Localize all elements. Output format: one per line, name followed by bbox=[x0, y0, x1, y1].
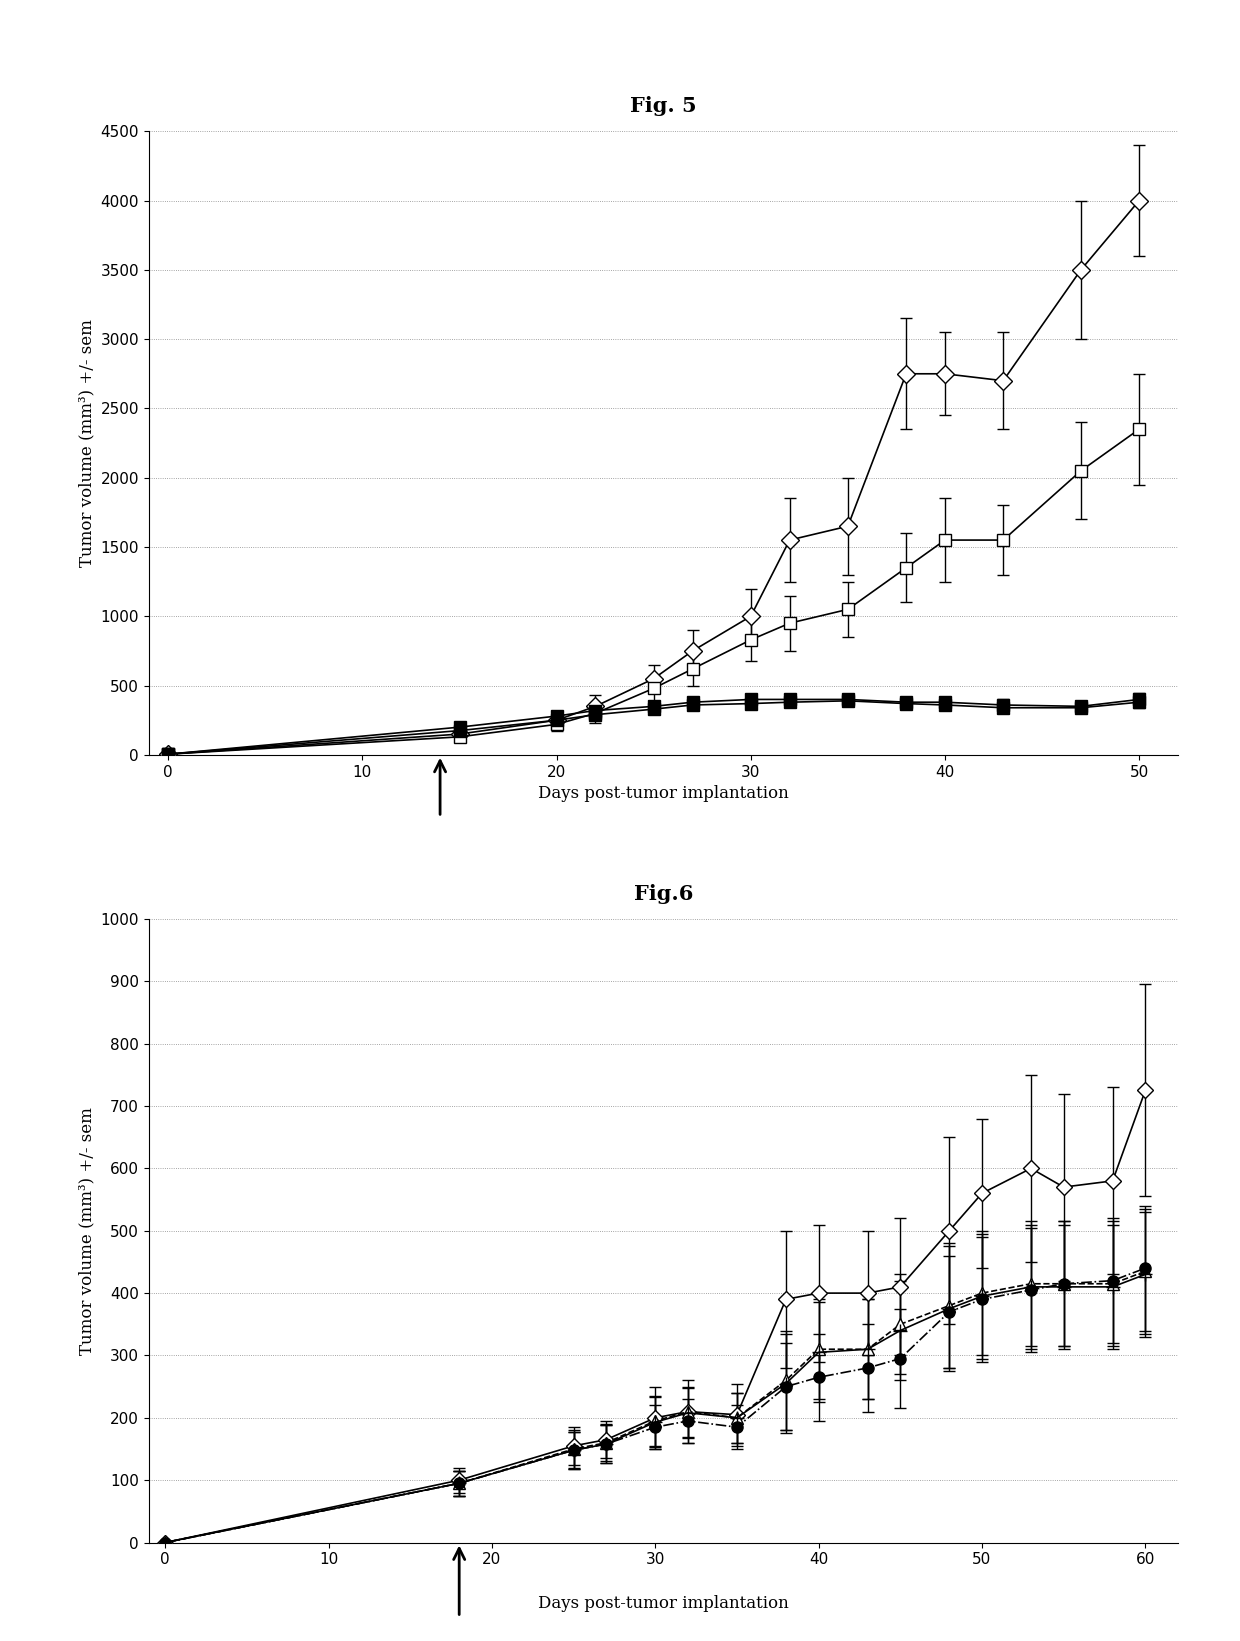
X-axis label: Days post-tumor implantation: Days post-tumor implantation bbox=[538, 1595, 789, 1611]
X-axis label: Days post-tumor implantation: Days post-tumor implantation bbox=[538, 784, 789, 802]
Title: Fig.6: Fig.6 bbox=[634, 883, 693, 904]
Title: Fig. 5: Fig. 5 bbox=[630, 95, 697, 117]
Y-axis label: Tumor volume (mm³) +/- sem: Tumor volume (mm³) +/- sem bbox=[78, 318, 95, 568]
Y-axis label: Tumor volume (mm³) +/- sem: Tumor volume (mm³) +/- sem bbox=[78, 1106, 95, 1355]
